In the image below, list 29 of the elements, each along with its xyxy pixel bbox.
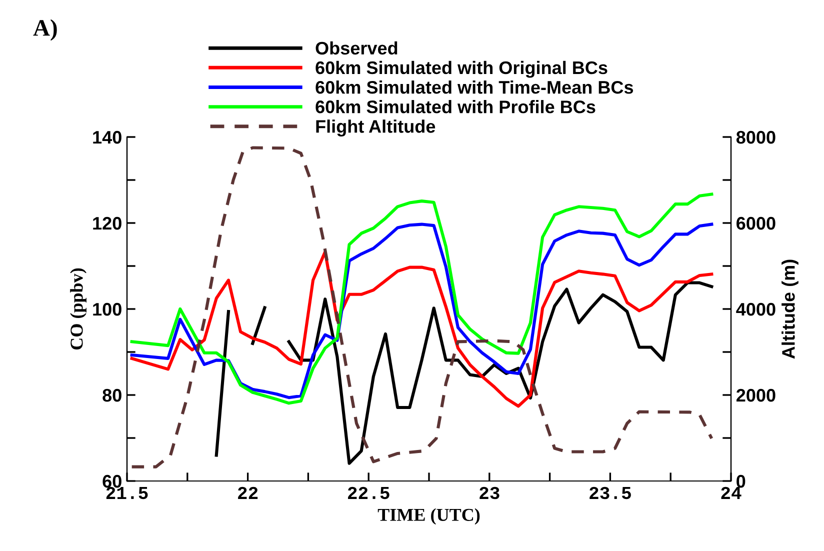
- x-tick-label: 23.5: [590, 486, 631, 500]
- y-tick-label: 120: [93, 216, 122, 230]
- y2-axis-title: Altitude (m): [782, 260, 798, 359]
- legend-label: Flight Altitude: [316, 120, 436, 136]
- legend-label: 60km Simulated with Profile BCs: [316, 100, 596, 114]
- legend-label: Observed: [316, 41, 398, 55]
- y-tick-label: 140: [93, 130, 122, 144]
- line-series: [130, 146, 714, 468]
- y2-tick-label: 0: [736, 474, 746, 488]
- y-tick-label: 100: [93, 302, 122, 316]
- y-tick-label: 60: [102, 474, 122, 488]
- y2-tick-label: 2000: [736, 388, 776, 402]
- x-axis-title: TIME (UTC): [378, 508, 480, 525]
- x-tick-label: 23: [480, 486, 500, 500]
- x-tick-label: 22.5: [348, 486, 390, 500]
- y-axis-title: CO (ppbv): [70, 268, 86, 350]
- y2-tick-label: 8000: [736, 130, 776, 144]
- text: A): [33, 19, 57, 41]
- line-series: [130, 222, 714, 400]
- x-tick-label: 24: [721, 486, 742, 499]
- y2-tick-label: 6000: [736, 216, 776, 230]
- legend-label: 60km Simulated with Time-Mean BCs: [316, 80, 634, 94]
- line-series: [130, 192, 714, 405]
- x-tick-label: 22: [238, 486, 258, 499]
- y2-tick-label: 4000: [736, 302, 776, 316]
- line-series: [130, 250, 714, 408]
- x-tick-label: 21.5: [106, 486, 148, 500]
- y-tick-label: 80: [102, 388, 122, 402]
- legend-label: 60km Simulated with Original BCs: [316, 60, 608, 78]
